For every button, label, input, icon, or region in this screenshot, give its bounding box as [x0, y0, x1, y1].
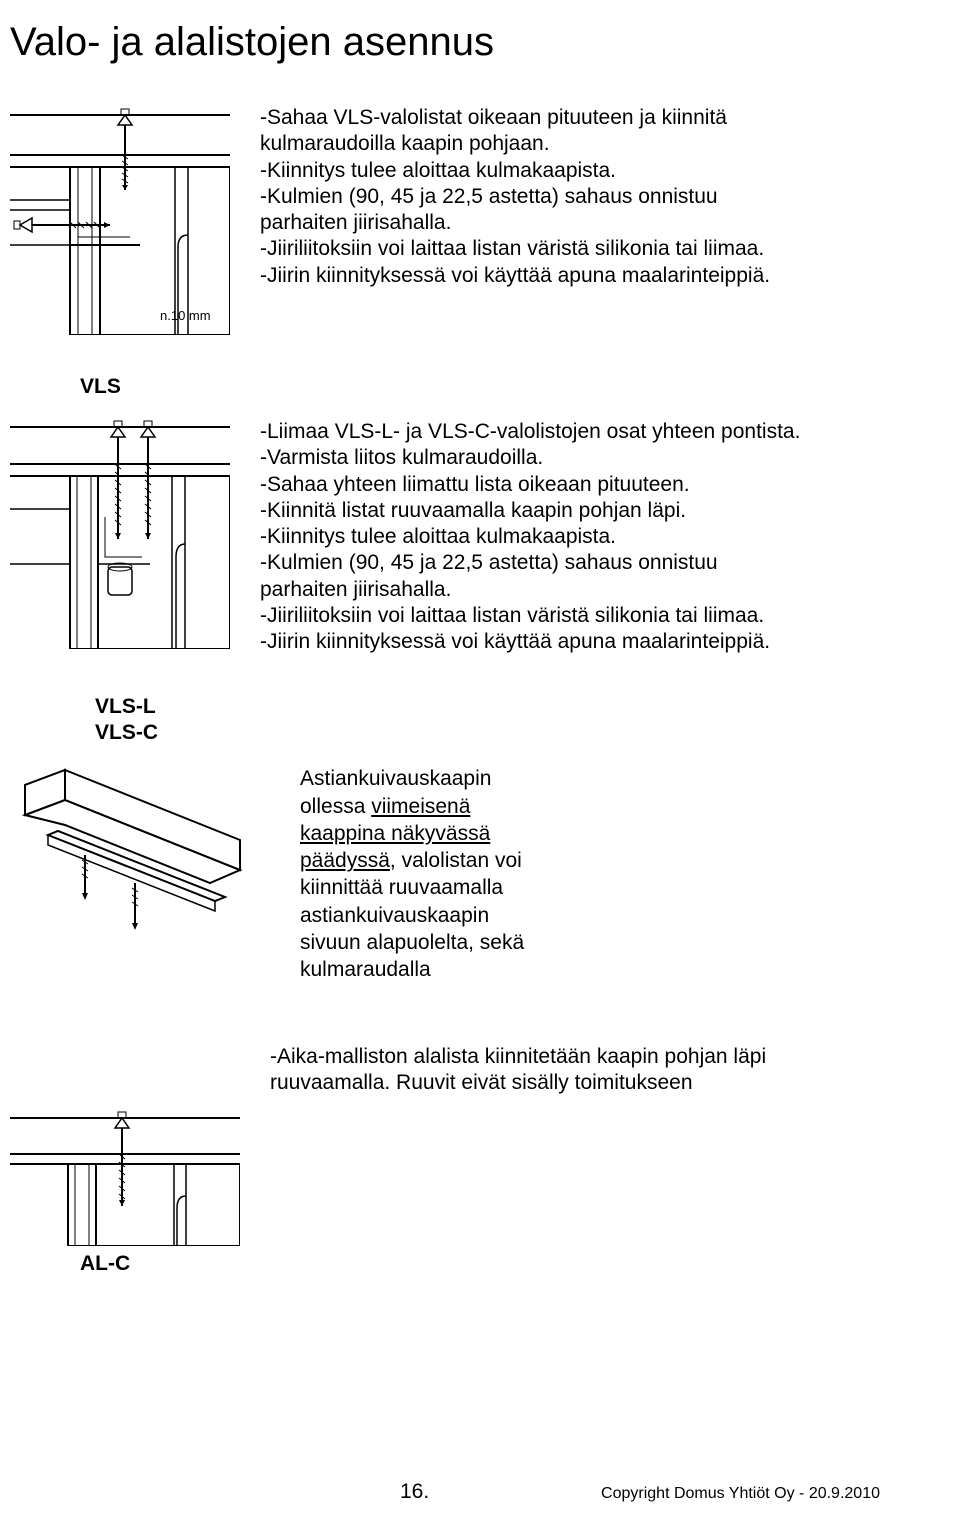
s1-line: -Kiinnitys tulee aloittaa kulmakaapista.	[260, 158, 920, 184]
text-3: Astiankuivauskaapin ollessa viimeisenä k…	[300, 765, 670, 983]
s1-line: -Jiirin kiinnityksessä voi käyttää apuna…	[260, 263, 920, 289]
diagram-al-c	[10, 1106, 920, 1246]
s4-line: -Aika-malliston alalista kiinnitetään ka…	[270, 1044, 920, 1070]
diagram-corner	[10, 765, 250, 955]
s1-line: kulmaraudoilla kaapin pohjaan.	[260, 131, 920, 157]
label-vls-l: VLS-L	[95, 695, 920, 719]
s3-line: kiinnittää ruuvaamalla	[300, 874, 670, 901]
label-vls-c: VLS-C	[95, 721, 920, 745]
s2-line: -Kulmien (90, 45 ja 22,5 astetta) sahaus…	[260, 550, 920, 576]
s2-line: -Varmista liitos kulmaraudoilla.	[260, 445, 920, 471]
note-label: n.10 mm	[160, 308, 211, 323]
page-title: Valo- ja alalistojen asennus	[10, 20, 920, 65]
text-1: -Sahaa VLS-valolistat oikeaan pituuteen …	[260, 95, 920, 289]
s3-line: kulmaraudalla	[300, 956, 670, 983]
s3-line: ollessa viimeisenä	[300, 793, 670, 820]
s2-line: -Liimaa VLS-L- ja VLS-C-valolistojen osa…	[260, 419, 920, 445]
section-2: -Liimaa VLS-L- ja VLS-C-valolistojen osa…	[10, 409, 920, 655]
s2-line: -Kiinnitä listat ruuvaamalla kaapin pohj…	[260, 498, 920, 524]
s3-line: Astiankuivauskaapin	[300, 765, 670, 792]
label-al-c: AL-C	[80, 1252, 920, 1276]
text-2: -Liimaa VLS-L- ja VLS-C-valolistojen osa…	[260, 409, 920, 655]
section-4: -Aika-malliston alalista kiinnitetään ka…	[10, 1044, 920, 1277]
s2-line: -Jiirin kiinnityksessä voi käyttää apuna…	[260, 629, 920, 655]
footer: 16. Copyright Domus Yhtiöt Oy - 20.9.201…	[0, 1480, 920, 1504]
s3-line: kaappina näkyvässä	[300, 820, 670, 847]
label-vls: VLS	[80, 375, 920, 399]
s3-line: sivuun alapuolelta, sekä	[300, 929, 670, 956]
section-3: Astiankuivauskaapin ollessa viimeisenä k…	[10, 765, 920, 983]
s1-line: parhaiten jiirisahalla.	[260, 210, 920, 236]
s2-line: parhaiten jiirisahalla.	[260, 577, 920, 603]
document-page: Valo- ja alalistojen asennus	[0, 0, 960, 1524]
s4-line: ruuvaamalla. Ruuvit eivät sisälly toimit…	[270, 1070, 920, 1096]
s2-line: -Sahaa yhteen liimattu lista oikeaan pit…	[260, 472, 920, 498]
s3-line: päädyssä, valolistan voi	[300, 847, 670, 874]
s1-line: -Jiiriliitoksiin voi laittaa listan väri…	[260, 236, 920, 262]
copyright-text: Copyright Domus Yhtiöt Oy - 20.9.2010	[601, 1485, 880, 1503]
page-number: 16.	[400, 1480, 429, 1504]
s1-line: -Sahaa VLS-valolistat oikeaan pituuteen …	[260, 105, 920, 131]
section-1: n.10 mm -Sahaa VLS-valolistat oikeaan pi…	[10, 95, 920, 335]
diagram-vls: n.10 mm	[10, 95, 230, 335]
s2-line: -Kiinnitys tulee aloittaa kulmakaapista.	[260, 524, 920, 550]
s2-line: -Jiiriliitoksiin voi laittaa listan väri…	[260, 603, 920, 629]
diagram-vls-l-c	[10, 409, 230, 649]
s3-line: astiankuivauskaapin	[300, 902, 670, 929]
text-4: -Aika-malliston alalista kiinnitetään ka…	[270, 1044, 920, 1097]
s1-line: -Kulmien (90, 45 ja 22,5 astetta) sahaus…	[260, 184, 920, 210]
